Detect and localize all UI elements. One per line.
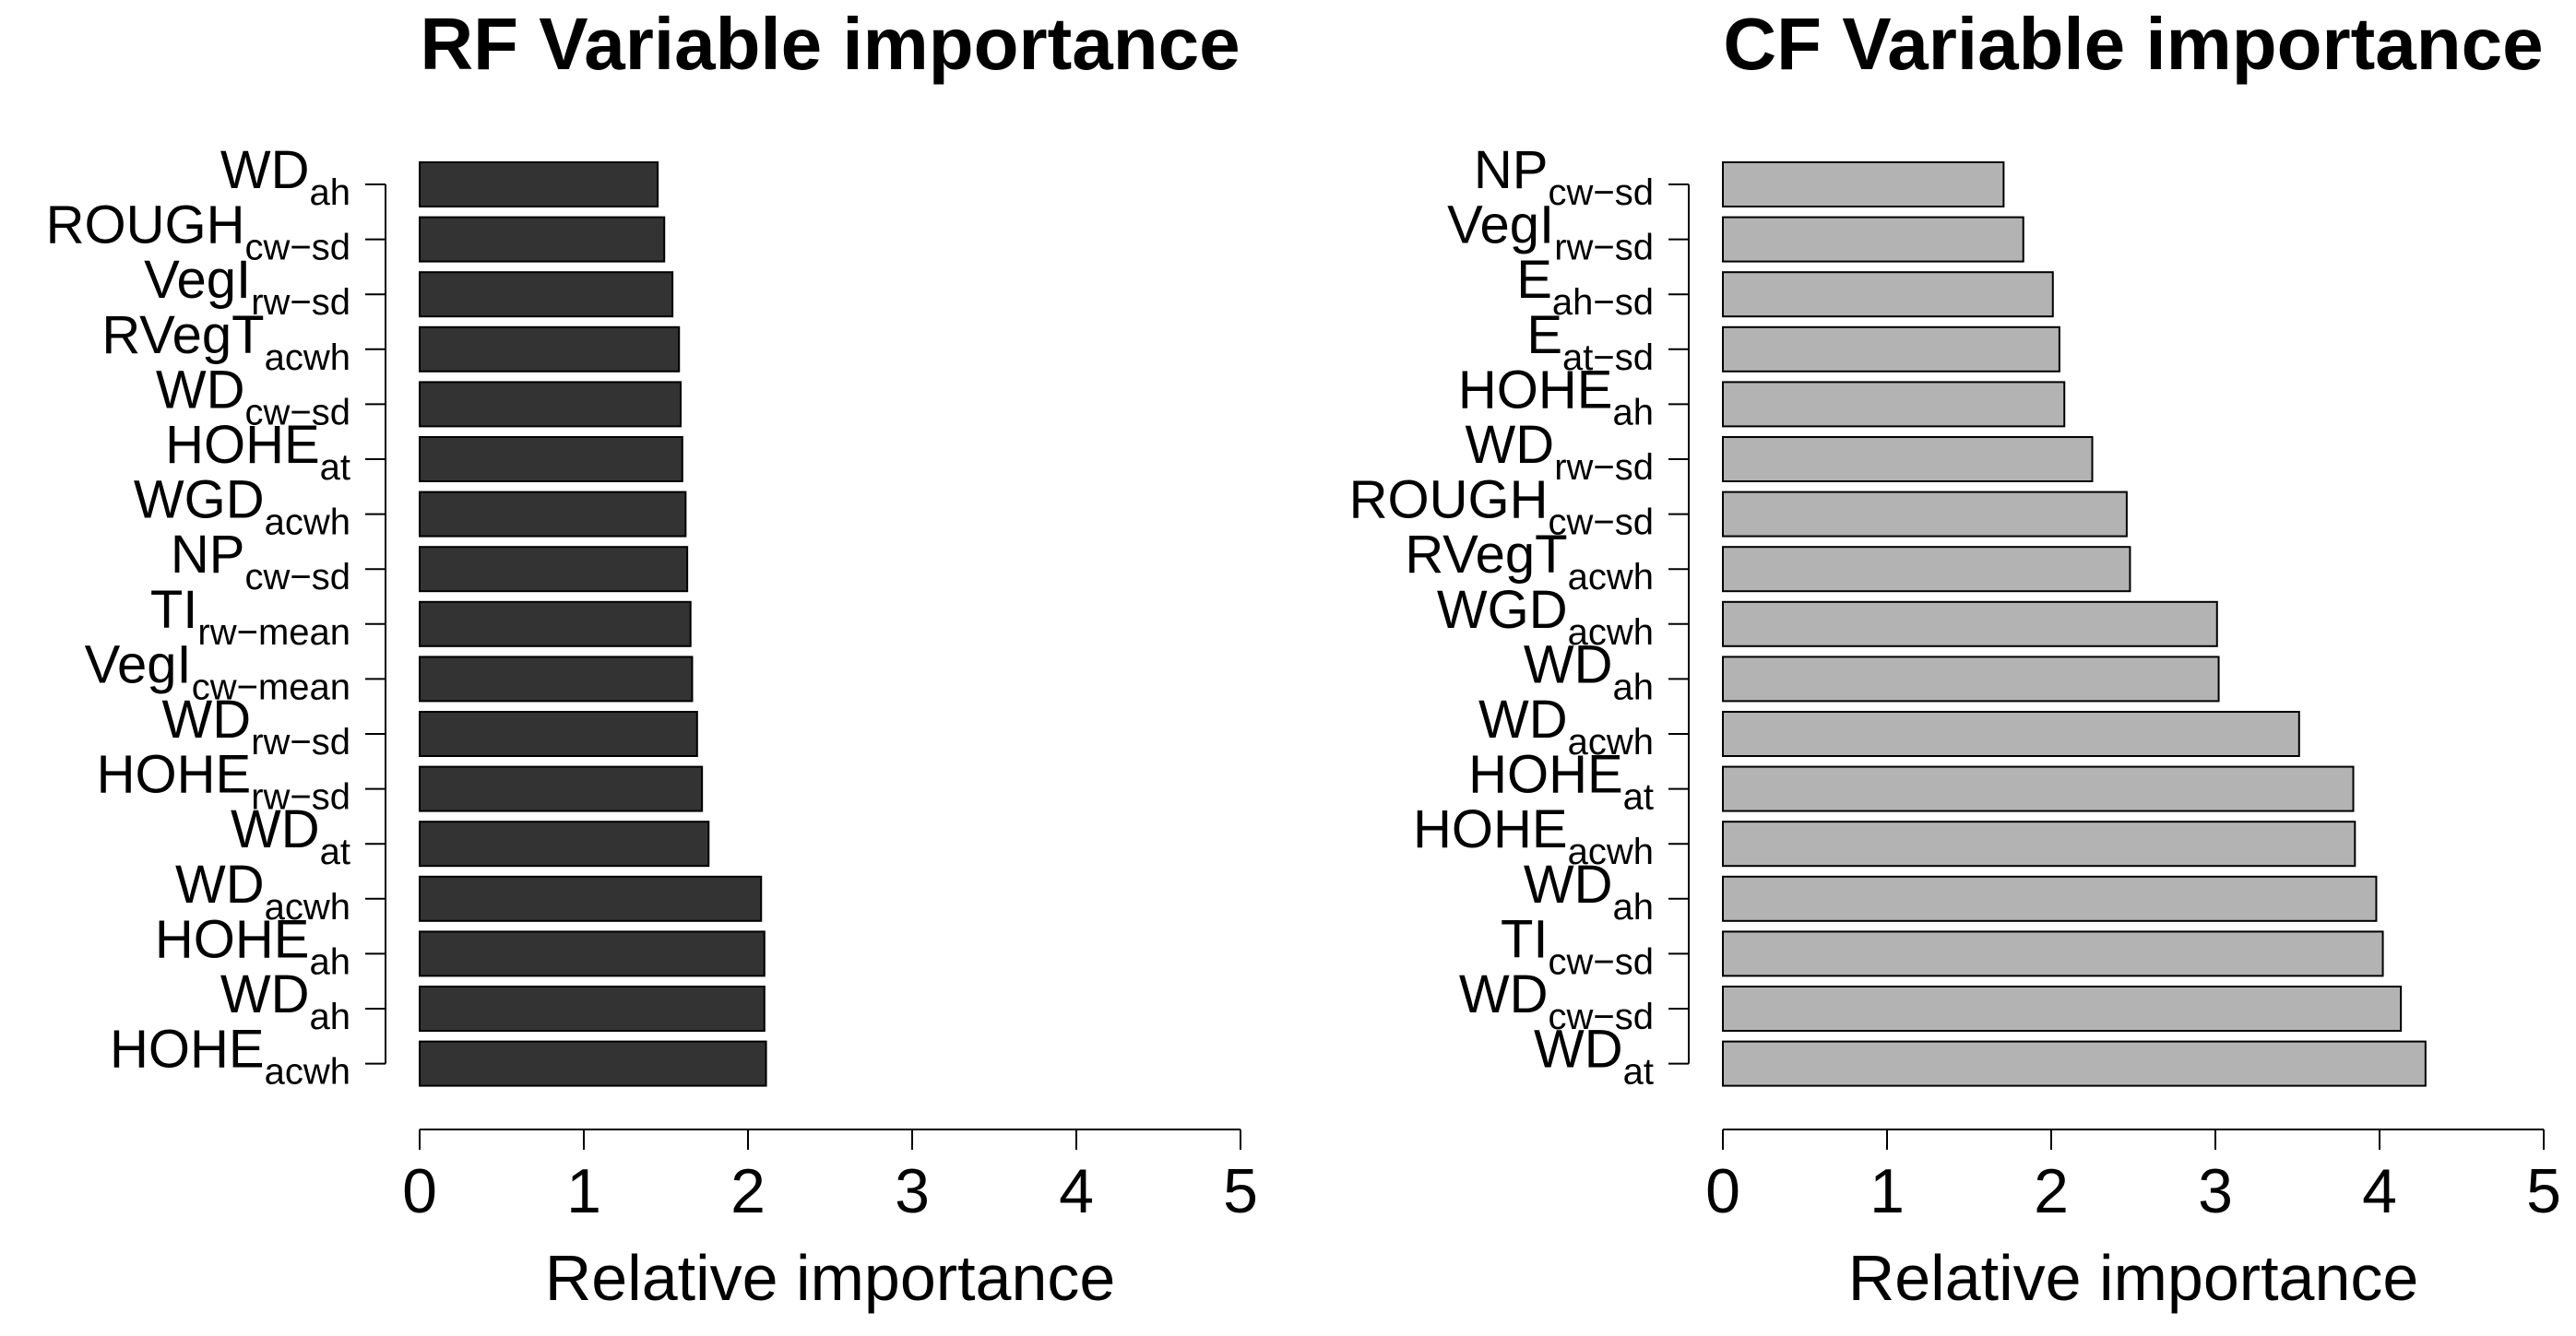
panel-2-category-label: ROUGHcw−sd (1349, 470, 1654, 543)
panel-1-category-label: HOHEah (155, 909, 350, 982)
panel-2-bar (1722, 656, 2220, 703)
panel-1-category-label: WDah (220, 964, 350, 1037)
panel-2-bar (1722, 711, 2300, 757)
panel-2-bar (1722, 491, 2128, 538)
panel-2-category-label: WDat (1534, 1020, 1654, 1093)
panel-1-category-label: HOHErw−sd (97, 745, 350, 818)
panel-2-x-tick-label: 2 (2034, 1156, 2069, 1226)
panel-1-category-label: ROUGHcw−sd (46, 195, 350, 268)
panel-1: RF Variable importanceWDahROUGHcw−sdVegI… (46, 3, 1258, 1314)
panel-2-bar (1722, 765, 2355, 812)
panel-2-x-tick-label: 0 (1705, 1156, 1740, 1226)
panel-1-bar (419, 711, 698, 757)
panel-1-bar (419, 986, 766, 1032)
panel-2-category-label: NPcw−sd (1474, 140, 1654, 213)
panel-1-bar (419, 216, 666, 263)
panel-1-category-label: VegIcw−mean (85, 634, 350, 707)
panel-2-bar (1722, 325, 2060, 372)
panel-1-category-label: WGDacwh (134, 470, 350, 543)
panel-1-category-label: NPcw−sd (171, 525, 350, 597)
panel-2-category-label: WDacwh (1478, 690, 1654, 763)
panel-1-category-label: WDcw−sd (156, 360, 350, 432)
panel-1-bar (419, 271, 674, 318)
panel-2-category-label: WDrw−sd (1466, 415, 1654, 488)
panel-2-bar (1722, 1040, 2427, 1087)
panel-2-category-label: WDcw−sd (1459, 964, 1654, 1037)
panel-1-category-label: WDacwh (175, 855, 350, 928)
panel-1-x-tick-label: 4 (1059, 1156, 1094, 1226)
panel-2-x-tick-label: 5 (2526, 1156, 2561, 1226)
panel-2-bar (1722, 436, 2094, 482)
panel-1-bar (419, 1040, 767, 1087)
panel-1-bar (419, 325, 681, 372)
panel-2-bar (1722, 875, 2378, 922)
panel-1-bar (419, 436, 683, 482)
panel-1-bar (419, 656, 694, 703)
panel-2-category-label: WDah (1524, 634, 1654, 707)
panel-1-category-label: TIrw−mean (150, 580, 350, 653)
panel-1-x-tick-label: 5 (1223, 1156, 1258, 1226)
panel-2-x-label: Relative importance (1848, 1242, 2419, 1314)
panel-2-x-tick-label: 4 (2362, 1156, 2397, 1226)
panel-1-bar (419, 491, 687, 538)
panel-1-category-label: VegIrw−sd (144, 250, 350, 323)
panel-1-bar (419, 600, 692, 647)
panel-2-bar (1722, 600, 2218, 647)
panel-1-bar (419, 546, 689, 593)
panel-1-bar (419, 930, 766, 977)
panel-1-x-tick-label: 1 (566, 1156, 601, 1226)
panel-2: CF Variable importanceNPcw−sdVegIrw−sdEa… (1349, 3, 2561, 1314)
panel-1-category-label: WDat (231, 799, 350, 872)
panel-2-title: CF Variable importance (1723, 3, 2543, 85)
panel-1-category-label: RVegTacwh (101, 305, 350, 378)
panel-2-category-label: RVegTacwh (1405, 525, 1654, 597)
panel-1-x-tick-label: 0 (402, 1156, 437, 1226)
panel-1-title: RF Variable importance (420, 3, 1240, 85)
panel-2-category-label: WDah (1524, 855, 1654, 928)
panel-2-bar (1722, 930, 2384, 977)
panel-2-bar (1722, 986, 2403, 1032)
panel-2-category-label: HOHEat (1468, 745, 1654, 818)
panel-2-bar (1722, 161, 2005, 207)
panel-2-category-label: HOHEacwh (1413, 799, 1654, 872)
panel-2-bar (1722, 271, 2054, 318)
panel-1-bar (419, 161, 659, 207)
panel-2-bar (1722, 216, 2024, 263)
panel-1-category-label: WDrw−sd (162, 690, 350, 763)
panel-1-category-label: WDah (220, 140, 350, 213)
panel-2-bar (1722, 821, 2356, 868)
panel-1-x-tick-label: 3 (895, 1156, 930, 1226)
panel-1-category-label: HOHEat (165, 415, 350, 488)
panel-1-bar (419, 381, 683, 428)
panel-2-category-label: Eat−sd (1526, 305, 1654, 378)
panel-2-category-label: TIcw−sd (1501, 909, 1654, 982)
panel-1-category-label: HOHEacwh (110, 1020, 350, 1093)
panel-2-category-label: VegIrw−sd (1447, 195, 1654, 268)
panel-1-x-tick-label: 2 (730, 1156, 766, 1226)
panel-2-bar (1722, 381, 2066, 428)
panel-1-bar (419, 821, 710, 868)
panel-2-x-tick-label: 3 (2198, 1156, 2233, 1226)
panel-1-bar (419, 765, 704, 812)
panel-1-bar (419, 875, 763, 922)
panel-2-category-label: HOHEah (1458, 360, 1654, 432)
panel-2-category-label: Eah−sd (1516, 250, 1654, 323)
panel-2-x-tick-label: 1 (1870, 1156, 1905, 1226)
panel-2-category-label: WGDacwh (1437, 580, 1654, 653)
panel-2-bar (1722, 546, 2131, 593)
panel-1-x-label: Relative importance (545, 1242, 1116, 1314)
